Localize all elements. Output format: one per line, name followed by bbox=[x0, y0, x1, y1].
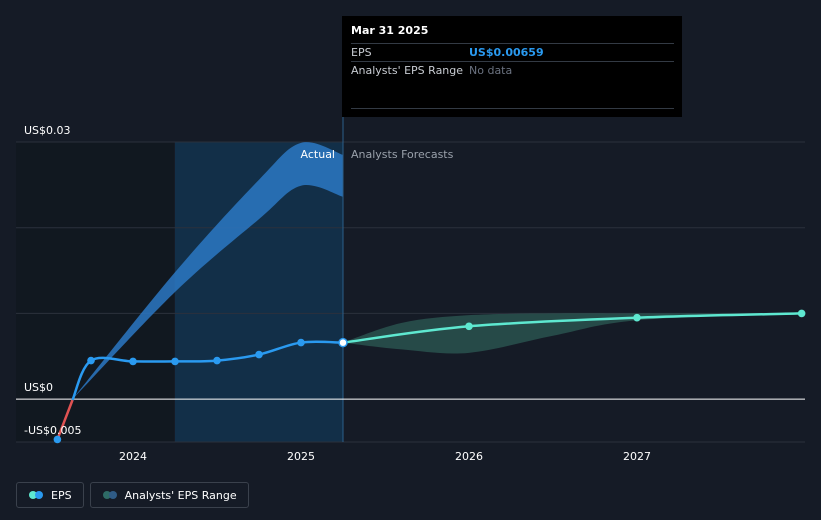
eps-actual-point bbox=[171, 357, 179, 366]
eps-forecast-point bbox=[633, 313, 641, 322]
forecast-eps-range-band bbox=[343, 313, 802, 354]
forecast-region-label: Analysts Forecasts bbox=[351, 148, 454, 161]
chart-legend: EPS Analysts' EPS Range bbox=[16, 482, 249, 508]
tooltip-divider bbox=[351, 108, 674, 109]
legend-range-label: Analysts' EPS Range bbox=[124, 488, 237, 502]
eps-markers bbox=[53, 309, 806, 444]
legend-range-toggle[interactable]: Analysts' EPS Range bbox=[89, 482, 249, 508]
x-axis-labels: 2024 2025 2026 2027 bbox=[119, 450, 651, 463]
tooltip-eps-value: US$0.00659 bbox=[469, 46, 544, 59]
eps-selected-point bbox=[338, 337, 348, 348]
x-tick-label: 2027 bbox=[623, 450, 651, 463]
eps-legend-icon bbox=[29, 491, 43, 499]
tooltip-row-eps: EPS US$0.00659 bbox=[351, 43, 674, 61]
eps-actual-point bbox=[297, 338, 305, 347]
actual-eps-range-band bbox=[72, 142, 344, 400]
eps-actual-point bbox=[87, 356, 95, 365]
x-tick-label: 2025 bbox=[287, 450, 315, 463]
tooltip-eps-label: EPS bbox=[351, 46, 372, 59]
y-axis-labels: US$0.03 US$0 -US$0.005 bbox=[24, 124, 82, 437]
x-tick-label: 2024 bbox=[119, 450, 147, 463]
eps-actual-point bbox=[53, 435, 62, 444]
actual-region-label: Actual bbox=[301, 148, 335, 161]
eps-actual-point bbox=[213, 356, 221, 365]
eps-actual-point bbox=[129, 357, 137, 366]
y-tick-label: US$0 bbox=[24, 381, 53, 394]
tooltip-range-value: No data bbox=[469, 64, 513, 77]
eps-actual-point bbox=[255, 350, 263, 359]
x-tick-label: 2026 bbox=[455, 450, 483, 463]
past-shade bbox=[16, 142, 174, 442]
y-tick-label: -US$0.005 bbox=[24, 424, 82, 437]
tooltip-date: Mar 31 2025 bbox=[351, 24, 429, 37]
eps-forecast-point bbox=[465, 322, 473, 331]
eps-forecast-point bbox=[797, 309, 806, 318]
tooltip-row-range: Analysts' EPS Range No data bbox=[351, 61, 674, 79]
y-tick-label: US$0.03 bbox=[24, 124, 71, 137]
legend-eps-label: EPS bbox=[51, 488, 72, 502]
range-legend-icon bbox=[102, 491, 117, 499]
data-tooltip: Mar 31 2025 EPS US$0.00659 Analysts' EPS… bbox=[342, 16, 682, 117]
eps-forecast-line bbox=[342, 312, 802, 344]
tooltip-range-label: Analysts' EPS Range bbox=[351, 64, 464, 77]
legend-eps-toggle[interactable]: EPS bbox=[16, 482, 84, 508]
